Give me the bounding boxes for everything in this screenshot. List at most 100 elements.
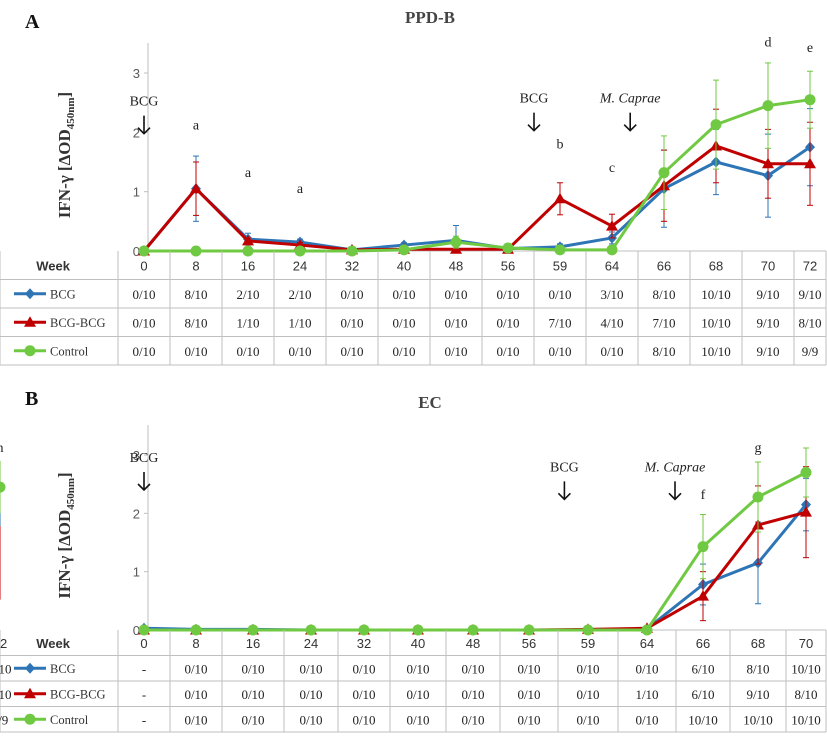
table-cell: 0/10	[299, 687, 322, 702]
table-cell: 10/10	[701, 344, 731, 359]
table-cell: 0/10	[517, 661, 540, 676]
significance-letter: a	[297, 182, 304, 197]
panel-A: A PPD-B 0 1 2 3 IFN-γ [ΔOD450nm] BCG BCG M. Capra…	[0, 8, 827, 366]
event-label: BCG	[130, 95, 159, 110]
data-point	[190, 182, 202, 194]
table-cell: -	[142, 712, 146, 727]
table-cell: 0/10	[444, 344, 467, 359]
y-tick-label: 1	[133, 565, 140, 580]
significance-letter: c	[609, 161, 615, 176]
down-arrow-head-icon	[137, 483, 151, 492]
data-point	[294, 245, 306, 257]
x-tick-label: 0	[140, 258, 147, 273]
table-cell: 0/10	[241, 661, 264, 676]
table-cell: -	[142, 661, 146, 676]
table-cell: 0/10	[548, 287, 571, 302]
x-tick-label: 72	[803, 258, 817, 273]
series-line	[142, 144, 810, 252]
data-point	[247, 624, 259, 636]
table-cell: 0/10	[241, 687, 264, 702]
table-cell: 2/10	[288, 287, 311, 302]
data-point	[450, 236, 462, 248]
down-arrow-head-icon	[137, 127, 151, 135]
table-cell: 0/10	[236, 344, 259, 359]
table-cell: 8/10	[746, 661, 769, 676]
series-control	[138, 62, 816, 257]
legend-label: BCG-BCG	[50, 687, 106, 701]
legend-label: Control	[50, 713, 89, 727]
table-cell: 6/10	[691, 687, 714, 702]
legend-label: BCG	[50, 662, 76, 676]
x-tick-label: 68	[709, 258, 723, 273]
table-cell: 0/10	[184, 661, 207, 676]
x-tick-label: 0	[140, 636, 147, 651]
data-point	[523, 624, 535, 636]
table-cell: 0/10	[392, 344, 415, 359]
table-cell: 0/10	[352, 712, 375, 727]
table-cell: 0/10	[635, 712, 658, 727]
x-tick-label: 24	[293, 258, 307, 273]
table-cell: 0/10	[444, 287, 467, 302]
series-bcg	[0, 477, 811, 636]
table-cell: 0/10	[406, 661, 429, 676]
data-point	[138, 624, 150, 636]
table-cell: 9/10	[756, 287, 779, 302]
legend-marker	[25, 288, 35, 300]
table-cell: 0/10	[496, 287, 519, 302]
data-point	[398, 244, 410, 256]
y-axis-label-sub: 450nm	[65, 97, 77, 129]
y-tick-label: 0	[133, 244, 140, 259]
panel-B: B EC 0 1 2 3 IFN-γ [ΔOD450nm] BCG BCG M. Caprae f g…	[0, 388, 827, 733]
x-tick-label: 40	[397, 258, 411, 273]
x-tick-label: 59	[553, 258, 567, 273]
table-cell: 8/10	[794, 687, 817, 702]
table-cell: 0/10	[299, 712, 322, 727]
legend-label: BCG-BCG	[50, 316, 106, 330]
y-axis-label: IFN-γ [ΔOD450nm]	[55, 472, 77, 598]
x-tick-label: 70	[761, 258, 775, 273]
data-table: Week 0 8 16 24 32 40 48 56 59 64 66 68 70 72 BCG - 0/10 0/…	[0, 630, 827, 733]
chart-title: EC	[418, 393, 442, 412]
y-tick-label: 0	[133, 623, 140, 638]
y-tick-label: 1	[133, 185, 140, 200]
down-arrow-head-icon	[557, 492, 571, 501]
table-cell: -	[142, 687, 146, 702]
panel-label: A	[25, 11, 40, 33]
significance-letter: g	[755, 441, 762, 456]
data-point	[697, 541, 709, 553]
y-tick-label: 3	[133, 448, 140, 463]
significance-letter: a	[193, 118, 200, 133]
data-point	[697, 590, 709, 601]
legend-marker	[24, 345, 36, 357]
event-label: BCG	[550, 460, 579, 475]
table-cell: 8/10	[184, 315, 207, 330]
table-cell: 7/10	[652, 315, 675, 330]
data-point	[358, 624, 370, 636]
x-tick-label: 66	[696, 636, 710, 651]
x-tick-label: 56	[522, 636, 536, 651]
significance-letter: b	[557, 137, 564, 152]
table-cell: 0/10	[184, 712, 207, 727]
x-tick-label: 8	[192, 636, 199, 651]
significance-letter: d	[765, 35, 772, 50]
x-axis-title: Week	[36, 258, 70, 273]
table-cell: 4/10	[600, 315, 623, 330]
x-tick-label: 48	[466, 636, 480, 651]
significance-letter: f	[701, 488, 706, 503]
legend-label: Control	[50, 344, 89, 358]
table-cell: 7/10	[548, 315, 571, 330]
chart-title: PPD-B	[405, 8, 455, 27]
series-line	[144, 98, 811, 253]
data-point	[467, 624, 479, 636]
table-cell: 0/10	[496, 315, 519, 330]
data-point	[641, 624, 653, 636]
series-bcg-bcg	[0, 466, 812, 635]
significance-letter: e	[807, 41, 813, 56]
table-cell: 8/10	[0, 661, 12, 676]
x-tick-label: 8	[192, 258, 199, 273]
x-tick-label: 32	[345, 258, 359, 273]
data-point	[242, 234, 254, 246]
table-cell: 8/10	[184, 287, 207, 302]
table-cell: 0/10	[340, 344, 363, 359]
